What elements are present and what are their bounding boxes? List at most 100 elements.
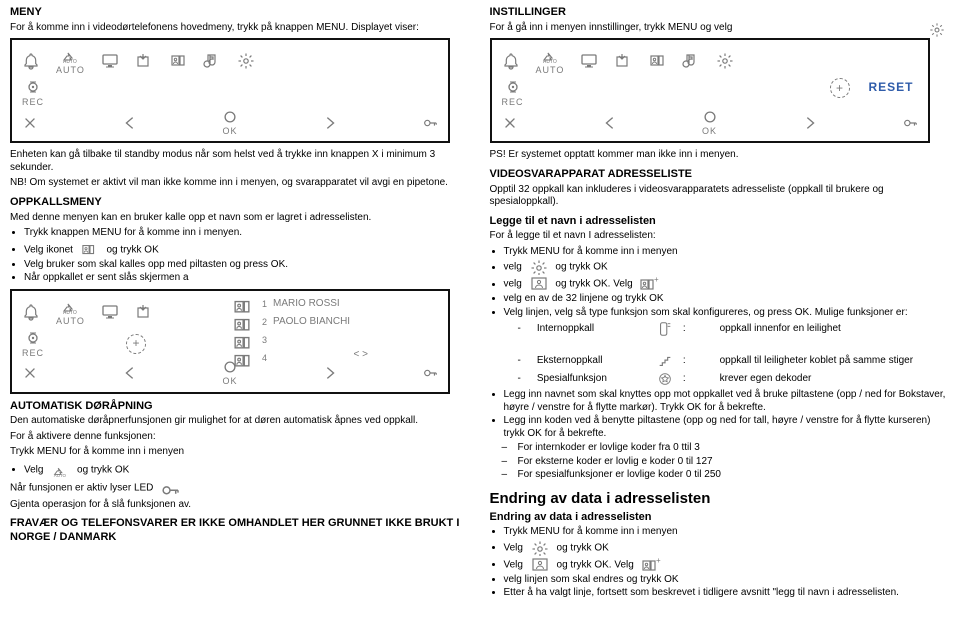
func-spesial: - Spesialfunksjon : krever egen dekoder [518, 371, 950, 387]
list-item: velg en av de 32 linjene og trykk OK [504, 293, 950, 306]
name-row: 2PAOLO BIANCHI [228, 315, 438, 331]
soft-note [682, 52, 700, 70]
soft-monitor [101, 303, 119, 321]
hardkey-ok: OK [222, 359, 238, 387]
names-list: 1MARIO ROSSI 2PAOLO BIANCHI 3 4 [228, 297, 438, 369]
intro-text: For å komme inn i videodørtelefonens hov… [10, 22, 470, 35]
text: og trykk OK [107, 244, 159, 255]
contacts-plus-icon [640, 557, 662, 573]
auto-p2: For å aktivere denne funksjonen: [10, 431, 470, 444]
heading-legge: Legge til et navn i adresselisten [490, 215, 950, 229]
gear-icon [529, 540, 551, 556]
heading-auto: AUTOMATISK DØRÅPNING [10, 400, 470, 414]
nb-text: NB! Om systemet er aktivt vil man ikke k… [10, 177, 470, 190]
name-row: 1MARIO ROSSI [228, 297, 438, 313]
hardkey-right-icon [322, 365, 338, 381]
text: Velg ikonet [24, 244, 73, 255]
left-column: MENY For å komme inn i videodørtelefonen… [10, 6, 470, 602]
text: Velg [24, 464, 43, 475]
document-page: MENY For å komme inn i videodørtelefonen… [0, 0, 959, 612]
plus-spot: + [830, 78, 850, 98]
contacts-icon [79, 242, 101, 258]
soft-gear [716, 52, 734, 70]
list-item: For eksterne koder er lovlig e koder 0 t… [518, 456, 950, 469]
star-icon [654, 371, 676, 387]
auto-led: Når funsjonen er aktiv lyser LED [10, 480, 470, 496]
list-item: For internkoder er lovlige koder fra 0 t… [518, 442, 950, 455]
video-p1: Opptil 32 oppkall kan inkluderes i video… [490, 184, 950, 209]
soft-bell [502, 52, 520, 70]
list-item: Etter å ha valgt linje, fortsett som bes… [504, 587, 950, 600]
key-icon [159, 480, 181, 496]
heading-oppkall: OPPKALLSMENY [10, 196, 470, 210]
auto-p1: Den automatiske døråpnerfunsjonen gir mu… [10, 415, 470, 428]
heading-endring: Endring av data i adresselisten [490, 490, 950, 509]
plus-spot: + [126, 334, 146, 354]
soft-gear [237, 52, 255, 70]
list-item: Velg og trykk OK [504, 540, 950, 556]
soft-absent [135, 303, 153, 321]
phone-icon [654, 321, 676, 337]
standby-text: Enheten kan gå tilbake til standby modus… [10, 149, 470, 174]
name-row: 3 [228, 333, 438, 349]
soft-contacts [648, 52, 666, 70]
list-item: Trykk MENU for å komme inn i menyen [504, 526, 950, 539]
soft-absent [135, 52, 153, 70]
hardkey-ok: OK [222, 109, 238, 137]
list-item: Velg bruker som skal kalles opp med pilt… [24, 259, 470, 272]
hardkey-left-icon [122, 365, 138, 381]
soft-monitor [580, 52, 598, 70]
oppkall-list2: Velg ikonet og trykk OK Velg bruker som … [10, 242, 470, 285]
gear-icon [528, 259, 550, 275]
list-item: Velg og trykk OK. Velg [504, 557, 950, 573]
soft-bell [22, 303, 40, 321]
soft-rec: REC [22, 78, 44, 108]
contacts-icon [231, 315, 253, 331]
soft-note [203, 52, 221, 70]
heading-meny: MENY [10, 6, 470, 20]
list-item: For spesialfunksjoner er lovlige koder 0… [518, 469, 950, 482]
heading-instillinger: INSTILLINGER [490, 6, 950, 20]
endring-list: Trykk MENU for å komme inn i menyen Velg… [490, 526, 950, 600]
hardkey-right-icon [802, 115, 818, 131]
soft-contacts [169, 52, 187, 70]
ps-text: PS! Er systemet opptatt kommer man ikke … [490, 149, 950, 162]
device-panel-settings: AUTO REC + RESET OK [490, 38, 930, 143]
soft-rec: REC [22, 329, 44, 359]
list-item: velg og trykk OK [504, 259, 950, 275]
device-panel-main: AUTO REC OK [10, 38, 450, 143]
auto-icon [49, 462, 71, 478]
reset-label: RESET [868, 80, 913, 95]
soft-auto: AUTO [536, 46, 565, 76]
hardkey-ok: OK [702, 109, 718, 137]
kode-ranges: For internkoder er lovlige koder fra 0 t… [490, 442, 950, 482]
list-item: Legg inn navnet som skal knyttes opp mot… [504, 389, 950, 414]
legge-list: Trykk MENU for å komme inn i menyen velg… [490, 246, 950, 320]
soft-absent [614, 52, 632, 70]
legge-list2: Legg inn navnet som skal knyttes opp mot… [490, 389, 950, 440]
oppkall-list: Trykk knappen MENU for å komme inn i men… [10, 227, 470, 240]
contacts-icon [231, 297, 253, 313]
hardkey-x-icon [22, 365, 38, 381]
stairs-icon [654, 353, 676, 369]
hardkey-x-icon [502, 115, 518, 131]
contacts-plus-icon [638, 276, 660, 292]
list-item: Trykk knappen MENU for å komme inn i men… [24, 227, 470, 240]
legge-intro: For å legge til et navn I adresselisten: [490, 230, 950, 243]
hardkey-key-icon [422, 115, 438, 131]
list-item: velg linjen som skal endres og trykk OK [504, 574, 950, 587]
hardkey-key-icon [422, 365, 438, 381]
hardkey-key-icon [902, 115, 918, 131]
soft-monitor [101, 52, 119, 70]
face-icon [529, 557, 551, 573]
list-item: velg og trykk OK. Velg [504, 276, 950, 292]
soft-rec: REC [502, 78, 524, 108]
list-item: Trykk MENU for å komme inn i menyen [504, 246, 950, 259]
face-icon [528, 276, 550, 292]
list-item: Legg inn koden ved å benytte piltastene … [504, 415, 950, 440]
func-intern: - Internoppkall : oppkall innenfor en le… [518, 321, 950, 337]
oppkall-p1: Med denne menyen kan en bruker kalle opp… [10, 212, 470, 225]
sub-endring: Endring av data i adresselisten [490, 511, 950, 525]
heading-fravar: FRAVÆR OG TELEFONSVARER ER IKKE OMHANDLE… [10, 517, 470, 545]
text: og trykk OK [77, 464, 129, 475]
